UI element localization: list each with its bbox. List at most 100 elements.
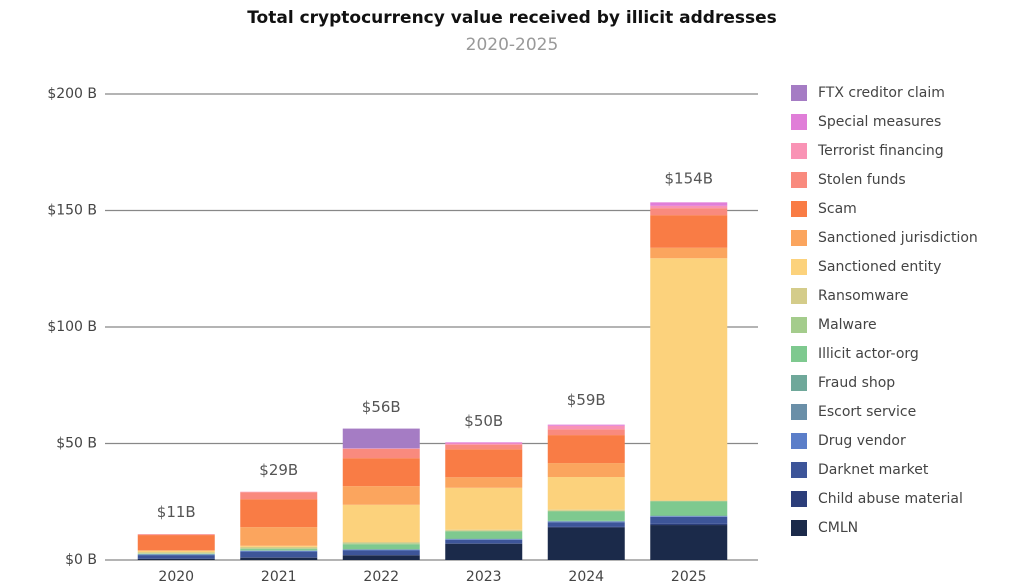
bar-segment bbox=[342, 555, 420, 560]
bar-segment bbox=[445, 477, 523, 488]
legend-swatch bbox=[791, 288, 807, 304]
bar-segment bbox=[547, 509, 625, 511]
bar-segment bbox=[650, 208, 728, 216]
total-label: $154B bbox=[665, 170, 713, 188]
bar-segment bbox=[342, 550, 420, 556]
legend-label: Stolen funds bbox=[818, 172, 906, 188]
legend-label: Scam bbox=[818, 201, 857, 217]
bar-segment bbox=[342, 504, 420, 543]
bar-segment bbox=[240, 546, 318, 549]
bar-segment bbox=[240, 551, 318, 558]
legend-swatch bbox=[791, 172, 807, 188]
legend-swatch bbox=[791, 433, 807, 449]
x-tick-label: 2022 bbox=[363, 569, 399, 585]
bar-segment bbox=[240, 549, 318, 551]
legend-swatch bbox=[791, 317, 807, 333]
bar-segment bbox=[240, 557, 318, 560]
bar-segment bbox=[137, 552, 215, 554]
bar-segment bbox=[445, 443, 523, 445]
bar-segment bbox=[342, 544, 420, 550]
bar-segment bbox=[650, 258, 728, 501]
legend-label: FTX creditor claim bbox=[818, 85, 945, 101]
x-tick-label: 2020 bbox=[158, 569, 194, 585]
bar-segment bbox=[547, 425, 625, 430]
bar-segment bbox=[445, 543, 523, 560]
bar-segment bbox=[342, 543, 420, 545]
bar-segment bbox=[547, 429, 625, 436]
bar-segment bbox=[650, 205, 728, 209]
legend-label: Child abuse material bbox=[818, 491, 963, 507]
chart-subtitle: 2020-2025 bbox=[466, 35, 559, 55]
legend-swatch bbox=[791, 114, 807, 130]
legend-swatch bbox=[791, 201, 807, 217]
bar-segment bbox=[137, 535, 215, 551]
bar-segment bbox=[547, 477, 625, 510]
y-tick-label: $50 B bbox=[56, 436, 97, 452]
bar-segment bbox=[445, 531, 523, 539]
legend-swatch bbox=[791, 462, 807, 478]
legend-swatch bbox=[791, 375, 807, 391]
y-tick-label: $100 B bbox=[47, 319, 97, 335]
bar-segment bbox=[240, 550, 318, 552]
bar-segment bbox=[342, 486, 420, 505]
legend-label: Ransomware bbox=[818, 288, 908, 304]
bar-segment bbox=[547, 424, 625, 426]
total-label: $29B bbox=[259, 461, 298, 479]
bar-segment bbox=[445, 529, 523, 531]
legend-swatch bbox=[791, 520, 807, 536]
legend-label: Sanctioned jurisdiction bbox=[818, 230, 978, 246]
legend-swatch bbox=[791, 491, 807, 507]
legend-label: Malware bbox=[818, 317, 877, 333]
legend-label: CMLN bbox=[818, 520, 858, 536]
bar-segment bbox=[137, 558, 215, 560]
bar-segment bbox=[445, 442, 523, 444]
legend-swatch bbox=[791, 346, 807, 362]
bar-segment bbox=[547, 522, 625, 527]
bar-segment bbox=[342, 549, 420, 551]
bar-segment bbox=[137, 555, 215, 559]
bar-segment bbox=[547, 511, 625, 521]
y-tick-label: $150 B bbox=[47, 203, 97, 219]
bar-segment bbox=[547, 510, 625, 512]
total-label: $11B bbox=[157, 503, 196, 521]
y-tick-label: $200 B bbox=[47, 86, 97, 102]
bar-segment bbox=[650, 202, 728, 206]
legend-label: Darknet market bbox=[818, 462, 929, 478]
bar-segment bbox=[650, 516, 728, 524]
bar-segment bbox=[445, 539, 523, 544]
bar-segment bbox=[342, 448, 420, 459]
bar-segment bbox=[240, 527, 318, 546]
legend-label: Drug vendor bbox=[818, 433, 906, 449]
bar-segment bbox=[445, 449, 523, 478]
legend-label: Fraud shop bbox=[818, 375, 895, 391]
bar-segment bbox=[240, 499, 318, 528]
bar-segment bbox=[547, 435, 625, 464]
bar-segment bbox=[137, 534, 215, 536]
legend-swatch bbox=[791, 143, 807, 159]
bar-segment bbox=[650, 501, 728, 516]
legend-label: Terrorist financing bbox=[817, 143, 944, 159]
bar-segment bbox=[547, 521, 625, 523]
bar-segment bbox=[137, 550, 215, 551]
bar-segment bbox=[240, 548, 318, 550]
legend-swatch bbox=[791, 259, 807, 275]
legend-swatch bbox=[791, 230, 807, 246]
bar-segment bbox=[342, 428, 420, 449]
bar-segment bbox=[342, 542, 420, 544]
legend-label: Special measures bbox=[818, 114, 941, 130]
bar-segment bbox=[650, 523, 728, 526]
bar-segment bbox=[137, 550, 215, 553]
legend-swatch bbox=[791, 85, 807, 101]
bar-segment bbox=[547, 463, 625, 478]
bar-segment bbox=[240, 545, 318, 547]
x-tick-label: 2025 bbox=[671, 569, 707, 585]
bar-segment bbox=[240, 492, 318, 500]
bar-segment bbox=[445, 530, 523, 532]
bar-segment bbox=[650, 247, 728, 259]
bar-segment bbox=[342, 458, 420, 487]
bar-segment bbox=[445, 539, 523, 540]
legend-label: Sanctioned entity bbox=[818, 259, 941, 275]
x-tick-label: 2023 bbox=[466, 569, 502, 585]
chart-title: Total cryptocurrency value received by i… bbox=[247, 8, 777, 28]
